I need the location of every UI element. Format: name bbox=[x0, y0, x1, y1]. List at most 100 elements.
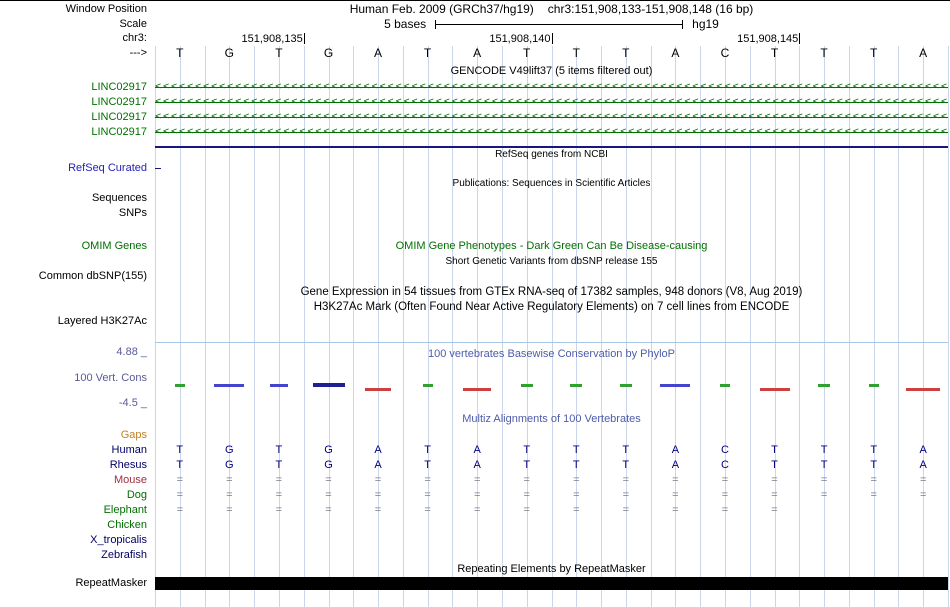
base-position-tick bbox=[799, 33, 801, 44]
alignment-gap-mark: = bbox=[424, 474, 431, 486]
species-label-elephant[interactable]: Elephant bbox=[103, 504, 147, 516]
alignment-row: = = = = = = = = = = = = = = = = bbox=[155, 473, 948, 488]
alignment-base: T bbox=[870, 459, 878, 471]
alignment-gap-mark: = bbox=[622, 504, 630, 516]
conservation-mark bbox=[759, 388, 790, 391]
gtex-title-row: Gene Expression in 54 tissues from GTEx … bbox=[0, 286, 950, 299]
dbsnp-track-title[interactable]: Short Genetic Variants from dbSNP releas… bbox=[445, 256, 658, 267]
scale-bar bbox=[435, 19, 684, 29]
multiz-title-row: Multiz Alignments of 100 Vertebrates bbox=[0, 413, 950, 426]
gridline bbox=[601, 46, 603, 607]
conservation-mark bbox=[463, 388, 492, 391]
species-label-rhesus[interactable]: Rhesus bbox=[109, 459, 147, 471]
refseq-track-title[interactable]: RefSeq genes from NCBI bbox=[495, 149, 608, 160]
gridline bbox=[799, 46, 801, 607]
gridline bbox=[155, 46, 156, 607]
alignment-gap-mark: = bbox=[424, 504, 431, 516]
alignment-row bbox=[155, 428, 948, 443]
publications-track-title[interactable]: Publications: Sequences in Scientific Ar… bbox=[452, 178, 651, 189]
gene-item[interactable]: <<<<<<<<<<<<<<<<<<<<<<<<<<<<<<<<<<<<<<<<… bbox=[155, 110, 948, 124]
refseq-curated-label[interactable]: RefSeq Curated bbox=[68, 162, 147, 174]
gridline bbox=[700, 46, 702, 607]
alignment-gap-mark: = bbox=[919, 474, 927, 486]
gridline bbox=[353, 46, 355, 607]
common-dbsnp-label[interactable]: Common dbSNP(155) bbox=[38, 270, 147, 282]
gene-item[interactable]: <<<<<<<<<<<<<<<<<<<<<<<<<<<<<<<<<<<<<<<<… bbox=[155, 80, 948, 94]
alignment-base: T bbox=[771, 444, 778, 456]
base-letter: G bbox=[224, 46, 234, 60]
species-label-x_tropicalis[interactable]: X_tropicalis bbox=[90, 534, 147, 546]
species-label-chicken[interactable]: Chicken bbox=[107, 519, 147, 531]
alignment-gap-mark: = bbox=[919, 489, 927, 501]
conservation-mark bbox=[422, 384, 433, 387]
gridline bbox=[948, 46, 949, 607]
gene-item-label[interactable]: LINC02917 bbox=[91, 81, 147, 93]
alignment-gap-mark: = bbox=[672, 504, 679, 516]
species-label-dog[interactable]: Dog bbox=[126, 489, 147, 501]
h3k27ac-title-row: H3K27Ac Mark (Often Found Near Active Re… bbox=[0, 301, 950, 314]
alignment-gap-mark: = bbox=[473, 489, 481, 501]
alignment-row: = = = = = = = = = = = = = = = = bbox=[155, 488, 948, 503]
alignment-gap-mark: = bbox=[573, 489, 580, 501]
omim-genes-label[interactable]: OMIM Genes bbox=[81, 240, 147, 252]
alignment-base: A bbox=[473, 459, 481, 471]
gene-item[interactable]: <<<<<<<<<<<<<<<<<<<<<<<<<<<<<<<<<<<<<<<<… bbox=[155, 125, 948, 139]
gridline bbox=[576, 46, 578, 607]
h3k27ac-track-title[interactable]: H3K27Ac Mark (Often Found Near Active Re… bbox=[313, 301, 790, 313]
scale-value: 5 bases bbox=[384, 17, 427, 31]
snps-label[interactable]: SNPs bbox=[118, 207, 147, 219]
species-label-human[interactable]: Human bbox=[111, 444, 147, 456]
conservation-min-row: -4.5 _ bbox=[0, 397, 950, 409]
conservation-track-label[interactable]: 100 Vert. Cons bbox=[74, 372, 147, 384]
gridline bbox=[873, 46, 875, 607]
alignment-base: T bbox=[275, 444, 283, 456]
alignment-base: T bbox=[622, 444, 630, 456]
base-letter: A bbox=[671, 46, 680, 60]
multiz-species-row: X_tropicalis bbox=[0, 533, 950, 548]
conservation-mark bbox=[312, 383, 345, 387]
omim-track-title[interactable]: OMIM Gene Phenotypes - Dark Green Can Be… bbox=[395, 240, 708, 252]
repeatmasker-item[interactable] bbox=[155, 577, 948, 590]
alignment-base: G bbox=[324, 459, 333, 471]
dbsnp-title-row: Short Genetic Variants from dbSNP releas… bbox=[0, 256, 950, 268]
gridline bbox=[378, 46, 379, 607]
alignment-gap-mark: = bbox=[226, 504, 233, 516]
repeatmasker-label[interactable]: RepeatMasker bbox=[75, 577, 147, 589]
gridline bbox=[254, 46, 256, 607]
gtex-track-title[interactable]: Gene Expression in 54 tissues from GTEx … bbox=[300, 286, 803, 298]
species-label-mouse[interactable]: Mouse bbox=[113, 474, 147, 486]
scale-row: Scale 5 bases hg19 bbox=[0, 17, 950, 31]
alignment-base: A bbox=[374, 459, 382, 471]
repeatmasker-track-title[interactable]: Repeating Elements by RepeatMasker bbox=[457, 563, 646, 575]
conservation-mark bbox=[570, 384, 583, 387]
base-letter: T bbox=[870, 46, 878, 60]
alignment-base: T bbox=[275, 459, 283, 471]
alignment-gap-mark: = bbox=[721, 504, 729, 516]
gridline bbox=[749, 46, 751, 607]
gridline bbox=[278, 46, 280, 607]
gencode-track-title[interactable]: GENCODE V49lift37 (5 items filtered out) bbox=[450, 65, 653, 77]
species-label-zebrafish[interactable]: Zebrafish bbox=[101, 549, 147, 561]
scale-assembly: hg19 bbox=[692, 17, 719, 31]
multiz-track-title[interactable]: Multiz Alignments of 100 Vertebrates bbox=[462, 413, 641, 425]
gene-item-label[interactable]: LINC02917 bbox=[91, 96, 147, 108]
phylop-track-title[interactable]: 100 vertebrates Basewise Conservation by… bbox=[427, 348, 676, 360]
refseq-curated-item[interactable] bbox=[155, 146, 948, 148]
sequences-label[interactable]: Sequences bbox=[91, 192, 147, 204]
base-position-tick bbox=[551, 33, 553, 44]
species-label-gaps[interactable]: Gaps bbox=[120, 429, 147, 441]
alignment-base: T bbox=[870, 444, 878, 456]
assembly-name: Human Feb. 2009 (GRCh37/hg19) bbox=[349, 2, 534, 16]
alignment-base: A bbox=[919, 459, 927, 471]
layered-h3k27ac-label[interactable]: Layered H3K27Ac bbox=[57, 315, 147, 327]
gene-item-label[interactable]: LINC02917 bbox=[91, 126, 147, 138]
alignment-gap-mark: = bbox=[424, 489, 431, 501]
sequence-row: ---> T G T G A T A T T T A C T T T A bbox=[0, 45, 950, 61]
alignment-base: A bbox=[671, 444, 680, 456]
gene-item-label[interactable]: LINC02917 bbox=[91, 111, 147, 123]
gene-item[interactable]: <<<<<<<<<<<<<<<<<<<<<<<<<<<<<<<<<<<<<<<<… bbox=[155, 95, 948, 109]
alignment-gap-mark: = bbox=[226, 474, 233, 486]
alignment-gap-mark: = bbox=[374, 474, 382, 486]
alignment-base: A bbox=[374, 444, 382, 456]
gridline bbox=[551, 46, 553, 607]
